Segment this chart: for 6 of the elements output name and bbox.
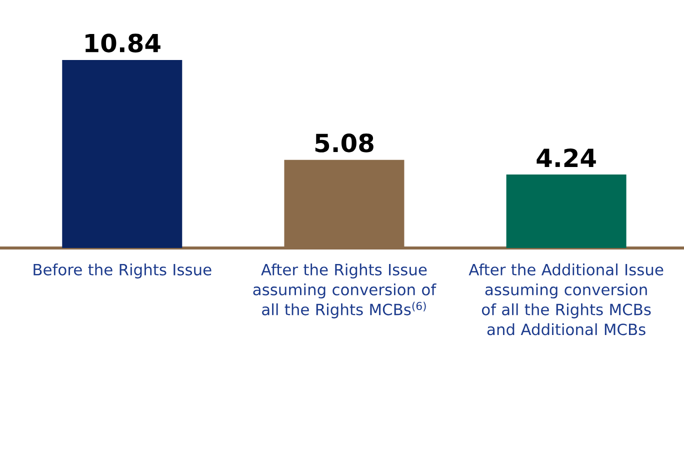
data-label: 10.84 xyxy=(86,34,160,52)
x-tick-label: Before the Rights Issue xyxy=(34,264,212,278)
data-label: 4.24 xyxy=(536,148,596,167)
x-tick-label: After the Additional Issue assuming conversion of all the Rights MCBs and Additional MCBs xyxy=(468,264,664,336)
x-tick-label: After the Rights Issue assuming conversion of all the Rights MCBs$^{(6)}$ xyxy=(253,264,436,318)
data-label: 5.08 xyxy=(315,134,374,152)
